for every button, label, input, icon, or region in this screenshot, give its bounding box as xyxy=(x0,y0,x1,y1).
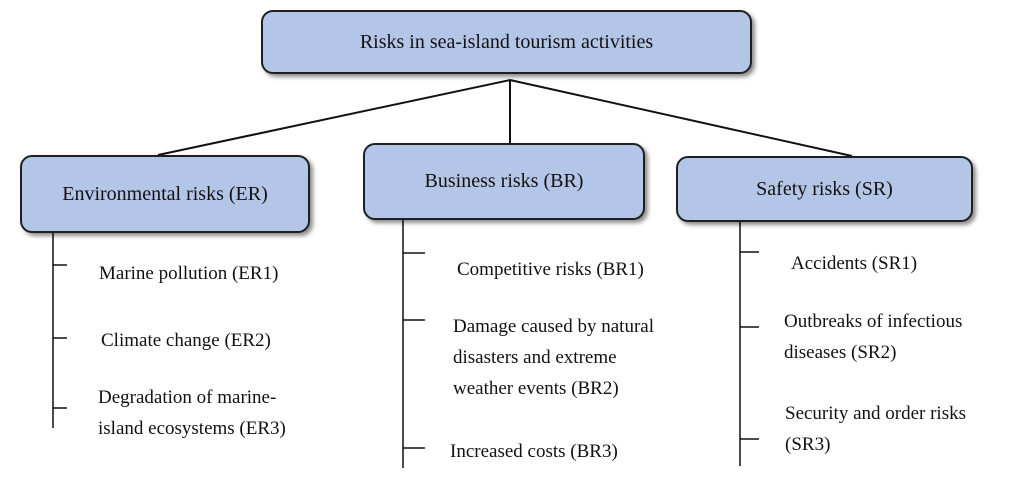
connector-root-to-sr xyxy=(509,79,853,157)
risk-item-br1: Competitive risks (BR1) xyxy=(457,259,644,280)
risk-item-sr1: Accidents (SR1) xyxy=(791,253,918,274)
risk-item-sr2: Outbreaks of infectious diseases (SR2) xyxy=(784,311,963,363)
risk-item-er2: Climate change (ER2) xyxy=(101,330,271,351)
category-label-sr: Safety risks (SR) xyxy=(756,177,893,200)
risk-item-er3: Degradation of marine- island ecosystems… xyxy=(98,387,286,439)
category-label-br: Business risks (BR) xyxy=(424,170,584,192)
root-label: Risks in sea-island tourism activities xyxy=(359,30,654,53)
category-node-sr: Safety risks (SR) xyxy=(676,156,973,222)
connector-root-to-er xyxy=(157,79,511,156)
risk-item-br2: Damage caused by natural disasters and e… xyxy=(453,316,654,399)
category-label-er: Environmental risks (ER) xyxy=(62,182,268,205)
risk-item-er1: Marine pollution (ER1) xyxy=(99,263,279,284)
category-node-br: Business risks (BR) xyxy=(363,143,645,220)
category-node-er: Environmental risks (ER) xyxy=(20,155,310,233)
risk-item-sr3: Security and order risks (SR3) xyxy=(785,403,966,455)
root-node: Risks in sea-island tourism activities xyxy=(261,10,752,74)
risk-item-br3: Increased costs (BR3) xyxy=(450,441,618,462)
